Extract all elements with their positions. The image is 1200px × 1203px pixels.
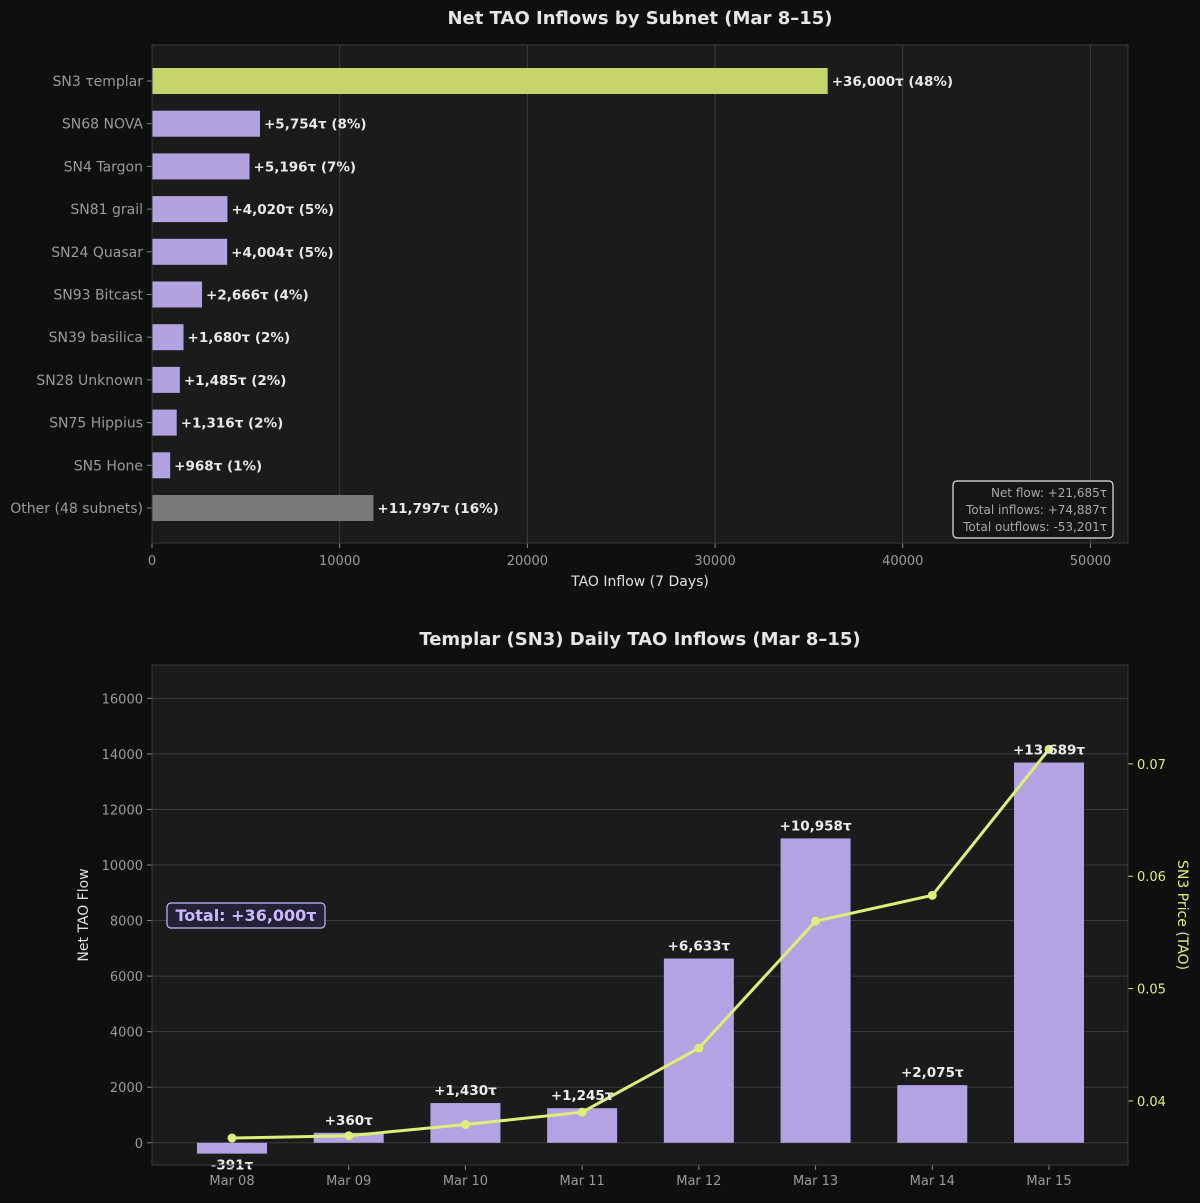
- chart2-y-tick-label: 6000: [110, 970, 143, 985]
- subnet-category-label: SN28 Unknown: [36, 373, 143, 389]
- chart1-summary-box: Net flow: +21,685τ Total inflows: +74,88…: [952, 480, 1114, 539]
- subnet-category-label: SN5 Hone: [74, 458, 143, 474]
- chart2-y2-axis-label: SN3 Price (TAO): [1174, 860, 1190, 970]
- daily-flow-bar: [1014, 762, 1084, 1143]
- chart2-y2-tick-label: 0.05: [1137, 983, 1166, 998]
- subnet-bar: [152, 324, 184, 351]
- subnet-bar: [152, 452, 171, 479]
- subnet-inflows-chart: Net TAO Inflows by Subnet (Mar 8–15) SN3…: [10, 8, 1129, 590]
- chart1-x-tick-label: 20000: [507, 554, 548, 569]
- subnet-bar: [152, 153, 250, 180]
- sn3-price-point: [1044, 744, 1054, 754]
- subnet-bar-value-label: +968τ (1%): [174, 458, 262, 474]
- sn3-price-point: [227, 1133, 237, 1143]
- sn3-price-point: [811, 916, 821, 926]
- subnet-bar: [152, 366, 180, 393]
- chart2-y-tick-label: 8000: [110, 915, 143, 930]
- sn3-price-point: [344, 1131, 354, 1141]
- subnet-category-label: SN39 basilica: [49, 330, 143, 346]
- chart1-x-tick-label: 40000: [882, 554, 923, 569]
- subnet-bar-value-label: +4,004τ (5%): [231, 245, 334, 261]
- chart2-y-axis-label: Net TAO Flow: [76, 868, 92, 961]
- chart1-x-tick-label: 50000: [1070, 554, 1111, 569]
- chart2-x-tick-label: Mar 12: [676, 1174, 721, 1189]
- chart1-x-tick-label: 10000: [319, 554, 360, 569]
- chart2-y-tick-label: 14000: [102, 748, 143, 763]
- daily-flow-value-label: +1,430τ: [434, 1083, 497, 1099]
- templar-daily-chart: Templar (SN3) Daily TAO Inflows (Mar 8–1…: [76, 629, 1190, 1189]
- chart1-plot-area: [152, 45, 1128, 543]
- subnet-bar: [152, 110, 260, 137]
- summary-net-flow: Net flow: +21,685τ: [991, 486, 1107, 500]
- chart2-y2-tick-label: 0.06: [1137, 870, 1166, 885]
- daily-flow-value-label: +6,633τ: [668, 939, 731, 955]
- sn3-price-point: [460, 1120, 470, 1130]
- sn3-price-point: [577, 1107, 587, 1117]
- chart1-plot-border: [151, 44, 1129, 544]
- subnet-bar-value-label: +11,797τ (16%): [377, 501, 498, 517]
- chart2-y-tick-label: 16000: [102, 692, 143, 707]
- subnet-bar-value-label: +5,754τ (8%): [264, 117, 367, 133]
- subnet-bar: [152, 495, 374, 521]
- chart2-y-tick-label: 10000: [102, 859, 143, 874]
- chart2-total-box: Total: +36,000τ: [166, 902, 326, 929]
- chart2-x-tick-label: Mar 08: [209, 1174, 254, 1189]
- chart2-x-tick-label: Mar 10: [443, 1174, 488, 1189]
- daily-flow-bar: [897, 1085, 968, 1143]
- chart2-y-tick-label: 0: [135, 1137, 143, 1152]
- subnet-bar-value-label: +5,196τ (7%): [254, 159, 357, 175]
- chart2-y2-tick-label: 0.07: [1137, 758, 1166, 773]
- subnet-bar-value-label: +1,680τ (2%): [188, 330, 291, 346]
- chart2-y-tick-label: 2000: [110, 1081, 143, 1096]
- daily-flow-value-label: +360τ: [325, 1113, 373, 1129]
- subnet-category-label: SN68 NOVA: [62, 117, 144, 133]
- subnet-bar-value-label: +2,666τ (4%): [206, 288, 309, 304]
- subnet-bar: [152, 68, 828, 94]
- subnet-bar-value-label: +4,020τ (5%): [231, 202, 334, 218]
- chart2-x-tick-label: Mar 13: [793, 1174, 838, 1189]
- chart2-x-tick-label: Mar 15: [1026, 1174, 1071, 1189]
- subnet-bar-value-label: +1,316τ (2%): [181, 416, 284, 432]
- sn3-price-point: [927, 890, 937, 900]
- chart2-total-text: Total: +36,000τ: [175, 906, 316, 925]
- subnet-bar-value-label: +1,485τ (2%): [184, 373, 287, 389]
- summary-total-inflows: Total inflows: +74,887τ: [965, 503, 1107, 517]
- daily-flow-value-label: +13,689τ: [1013, 743, 1085, 759]
- subnet-bar-value-label: +36,000τ (48%): [832, 74, 953, 90]
- subnet-category-label: SN24 Quasar: [51, 245, 143, 261]
- chart1-title: Net TAO Inflows by Subnet (Mar 8–15): [447, 8, 832, 29]
- daily-flow-value-label: +2,075τ: [901, 1065, 964, 1081]
- daily-flow-value-label: +10,958τ: [780, 818, 852, 834]
- sn3-price-line: [231, 748, 1051, 1140]
- chart2-x-tick-label: Mar 14: [910, 1174, 955, 1189]
- subnet-bar: [152, 281, 203, 308]
- subnet-category-label: Other (48 subnets): [10, 501, 143, 517]
- subnet-bar: [152, 409, 177, 436]
- subnet-category-label: SN75 Hippius: [49, 416, 143, 432]
- daily-flow-value-label: +1,245τ: [551, 1088, 614, 1104]
- summary-total-outflows: Total outflows: -53,201τ: [962, 520, 1107, 534]
- subnet-category-label: SN4 Targon: [64, 159, 143, 175]
- subnet-category-label: SN81 grail: [70, 202, 143, 218]
- chart2-y2-tick-label: 0.04: [1137, 1095, 1166, 1110]
- chart1-x-axis-label: TAO Inflow (7 Days): [570, 574, 709, 590]
- subnet-category-label: SN93 Bitcast: [53, 288, 143, 304]
- sn3-price-point: [694, 1043, 704, 1053]
- chart2-y-tick-label: 12000: [102, 803, 143, 818]
- chart1-x-tick-label: 0: [148, 554, 156, 569]
- chart2-x-tick-label: Mar 09: [326, 1174, 371, 1189]
- chart2-plot-border: [151, 664, 1129, 1166]
- chart2-title: Templar (SN3) Daily TAO Inflows (Mar 8–1…: [419, 629, 860, 650]
- chart2-x-tick-label: Mar 11: [560, 1174, 605, 1189]
- subnet-bar: [152, 238, 228, 265]
- chart1-x-tick-label: 30000: [694, 554, 735, 569]
- chart2-y-tick-label: 4000: [110, 1026, 143, 1041]
- subnet-bar: [152, 196, 228, 223]
- daily-flow-bar: [780, 838, 851, 1143]
- daily-flow-bar: [197, 1142, 267, 1154]
- subnet-category-label: SN3 τemplar: [52, 74, 143, 90]
